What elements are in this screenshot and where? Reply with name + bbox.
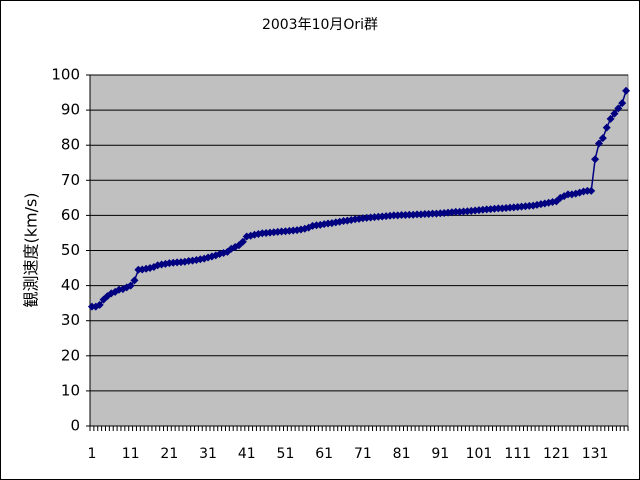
- y-tick-label: 20: [61, 346, 80, 364]
- data-point: [594, 139, 603, 148]
- data-point: [602, 123, 611, 132]
- data-point: [598, 134, 607, 143]
- y-tick-label: 80: [61, 136, 80, 154]
- x-tick-label: 131: [582, 446, 609, 462]
- x-tick-label: 31: [199, 446, 217, 462]
- y-tick-label: 40: [61, 276, 80, 294]
- x-tick-label: 81: [393, 446, 411, 462]
- chart-title: 2003年10月Ori群: [262, 17, 378, 33]
- data-point: [95, 300, 104, 309]
- x-tick-label: 21: [160, 446, 178, 462]
- data-point: [587, 186, 596, 195]
- data-point: [130, 276, 139, 285]
- x-tick-label: 11: [122, 446, 140, 462]
- data-point: [606, 114, 615, 123]
- data-point: [207, 252, 216, 261]
- x-tick-label: 71: [354, 446, 372, 462]
- data-point: [591, 155, 600, 164]
- data-point: [618, 99, 627, 108]
- y-tick-label: 0: [70, 417, 80, 435]
- data-point: [192, 255, 201, 264]
- y-tick-label: 10: [61, 381, 80, 399]
- x-tick-label: 111: [504, 446, 531, 462]
- data-point: [610, 109, 619, 118]
- x-tick-label: 51: [277, 446, 295, 462]
- y-tick-label: 60: [61, 206, 80, 224]
- y-axis-label: 観測速度(km/s): [22, 192, 41, 307]
- data-point: [614, 104, 623, 113]
- y-tick-label: 90: [61, 101, 80, 119]
- x-tick-label: 61: [315, 446, 333, 462]
- x-tick-label: 101: [466, 446, 493, 462]
- y-tick-label: 100: [51, 66, 80, 84]
- y-tick-label: 30: [61, 311, 80, 329]
- x-tick-label: 1: [87, 446, 96, 462]
- data-point: [238, 237, 247, 246]
- x-tick-label: 91: [431, 446, 449, 462]
- y-tick-label: 70: [61, 171, 80, 189]
- x-tick-label: 41: [238, 446, 256, 462]
- x-tick-label: 121: [543, 446, 570, 462]
- data-point: [122, 283, 131, 292]
- data-point: [126, 281, 135, 290]
- y-tick-label: 50: [61, 241, 80, 259]
- data-point: [622, 86, 631, 95]
